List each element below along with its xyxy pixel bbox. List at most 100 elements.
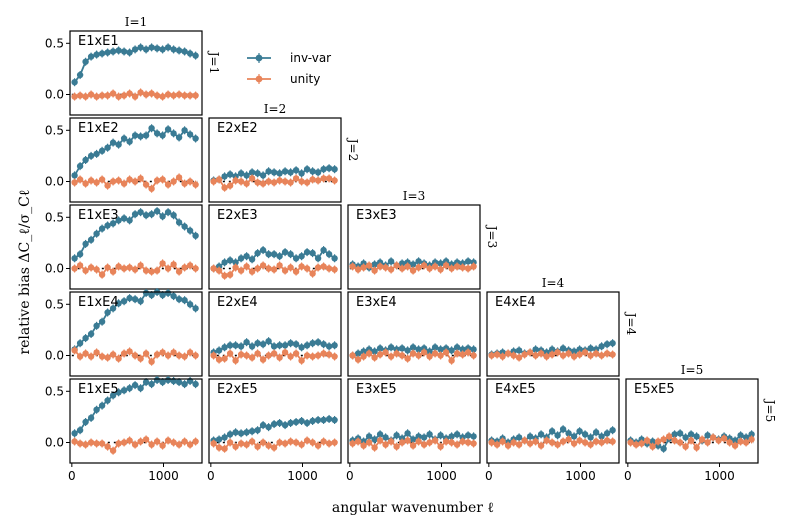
data-point — [93, 230, 100, 237]
series-unity — [210, 261, 338, 280]
column-label: I=4 — [542, 276, 565, 290]
data-point — [142, 350, 150, 357]
data-point — [404, 430, 411, 437]
data-point — [325, 440, 333, 447]
data-point — [442, 262, 450, 269]
data-point — [309, 439, 316, 446]
data-point — [464, 349, 472, 356]
data-point — [393, 432, 400, 439]
data-point — [448, 347, 455, 354]
data-point — [371, 261, 378, 268]
data-point — [292, 268, 300, 275]
data-point — [181, 48, 188, 55]
data-point — [243, 253, 250, 260]
data-point — [159, 213, 166, 220]
data-point — [548, 428, 556, 435]
data-point — [442, 438, 450, 445]
data-point — [709, 434, 717, 441]
data-point — [243, 352, 250, 359]
data-point — [459, 438, 466, 445]
data-point — [276, 419, 283, 427]
data-point — [581, 439, 589, 446]
data-point — [159, 132, 166, 139]
data-point — [609, 438, 616, 445]
data-point — [453, 344, 461, 351]
data-point — [660, 445, 667, 452]
data-point — [164, 289, 172, 297]
data-point — [109, 48, 117, 55]
data-point — [382, 349, 389, 356]
data-point — [398, 439, 406, 446]
data-point — [515, 434, 523, 441]
data-point — [175, 378, 183, 386]
panel-title: E1xE2 — [78, 121, 119, 136]
data-point — [309, 340, 316, 347]
data-point — [565, 350, 572, 357]
data-point — [237, 255, 245, 262]
data-point — [243, 180, 250, 187]
y-tick-label: 0.5 — [45, 123, 64, 137]
data-point — [120, 265, 128, 272]
legend-entry-inv-var: inv-var — [247, 51, 331, 65]
data-point — [186, 50, 194, 57]
data-point — [87, 264, 95, 271]
data-point — [76, 251, 84, 258]
panel-frame — [208, 378, 342, 464]
data-point — [248, 268, 256, 275]
data-point — [82, 334, 89, 342]
data-point — [404, 355, 411, 362]
data-point — [543, 437, 550, 444]
data-point — [87, 91, 95, 98]
data-point — [109, 447, 117, 454]
data-point — [87, 439, 95, 446]
data-point — [649, 438, 656, 445]
data-point — [376, 431, 384, 438]
data-point — [137, 262, 144, 269]
data-point — [331, 177, 338, 184]
data-point — [248, 256, 256, 263]
data-point — [265, 442, 272, 449]
data-point — [259, 172, 267, 179]
data-point — [181, 380, 188, 388]
data-point — [314, 177, 322, 184]
data-point — [537, 442, 545, 449]
panel-e2xe4: E2xE4 — [208, 291, 342, 377]
data-point — [420, 434, 428, 441]
data-point — [314, 416, 322, 424]
data-point — [164, 265, 172, 272]
data-point — [87, 53, 95, 60]
data-point — [148, 125, 155, 132]
data-point — [93, 406, 100, 413]
series-inv-var — [210, 414, 338, 445]
data-point — [415, 352, 422, 359]
data-point — [453, 431, 461, 438]
data-point — [287, 169, 294, 176]
data-point — [360, 264, 367, 271]
data-point — [71, 255, 78, 262]
data-point — [76, 262, 84, 269]
data-point — [365, 350, 373, 357]
data-point — [153, 351, 161, 358]
data-point — [499, 353, 506, 360]
data-point — [170, 178, 177, 185]
data-point — [71, 179, 78, 186]
series-inv-var — [210, 246, 338, 273]
y-tick-label: 0.0 — [45, 262, 64, 276]
data-point — [82, 93, 89, 100]
series-inv-var — [71, 376, 199, 438]
data-point — [137, 355, 144, 362]
data-point — [303, 342, 311, 349]
data-point — [464, 432, 472, 439]
data-point — [148, 90, 155, 97]
data-point — [87, 353, 95, 360]
data-point — [609, 351, 616, 358]
data-point — [76, 340, 84, 347]
data-point — [120, 135, 128, 142]
data-point — [170, 130, 177, 137]
panel-e1xe1: E1xE1 0.0 0.5 I=1 J=1 — [45, 15, 221, 116]
data-point — [164, 181, 172, 188]
data-point — [320, 166, 327, 173]
panel-e4xe5: E4xE5 0 1000 — [485, 378, 620, 483]
panel-frame — [69, 117, 203, 203]
data-point — [226, 271, 234, 278]
